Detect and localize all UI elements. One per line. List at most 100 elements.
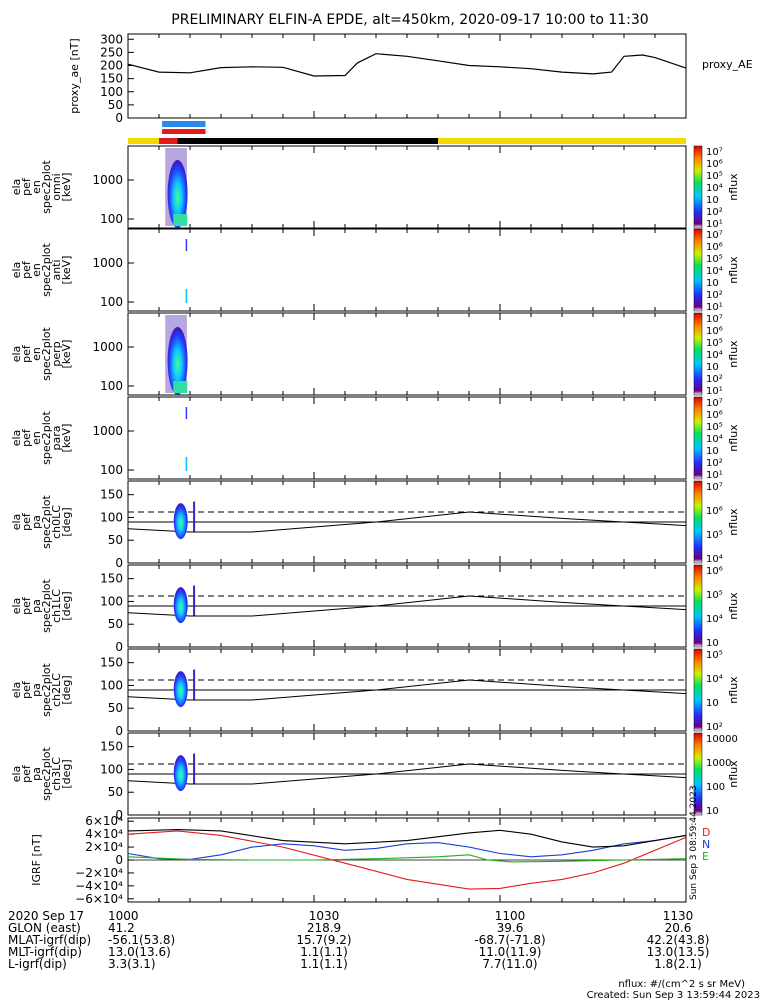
plot-title: PRELIMINARY ELFIN-A EPDE, alt=450km, 202… xyxy=(171,12,648,28)
pitch-angle-patch xyxy=(174,755,188,791)
footer-cell: L-igrf(dip) xyxy=(8,957,67,971)
colorbar-tick-label: 10⁷ xyxy=(706,230,723,241)
colorbar-tick-label: 10² xyxy=(706,458,723,469)
colorbar-tick-label: 10⁴ xyxy=(706,350,723,361)
spectrum-trace xyxy=(186,239,188,251)
colorbar-label: nflux xyxy=(727,340,740,368)
y-tick-label: 150 xyxy=(100,656,123,670)
legend-label: E xyxy=(702,850,709,863)
y-tick-label: 1000 xyxy=(92,256,123,270)
y-tick-label: 100 xyxy=(100,379,123,393)
y-tick-label: 100 xyxy=(100,762,123,776)
colorbar-label: nflux xyxy=(727,760,740,788)
series-label: proxy_AE xyxy=(702,58,753,71)
y-tick-label: 2×10⁴ xyxy=(85,840,123,854)
pitch-angle-patch xyxy=(174,671,188,707)
colorbar-tick-label: 10⁷ xyxy=(706,147,723,158)
science-zone-blue xyxy=(162,121,205,127)
y-tick-label: 50 xyxy=(108,533,123,547)
created-note: Created: Sun Sep 3 13:59:44 2023 xyxy=(587,990,760,1000)
pitch-angle-patch xyxy=(174,503,188,539)
units-note: nflux: #/(cm^2 s sr MeV) xyxy=(618,979,745,990)
y-axis-label: [deg] xyxy=(60,675,73,704)
spectrum-low-energy xyxy=(173,381,187,393)
colorbar-label: nflux xyxy=(727,676,740,704)
colorbar-label: nflux xyxy=(727,256,740,284)
y-axis-label: [keV] xyxy=(60,340,73,369)
y-tick-label: 1000 xyxy=(92,173,123,187)
y-tick-label: 0 xyxy=(115,853,123,867)
colorbar-tick-label: 10⁷ xyxy=(706,398,723,409)
y-tick-label: −4×10⁴ xyxy=(75,879,123,893)
colorbar-tick-label: 10⁵ xyxy=(706,590,723,601)
proxy-ae-frame xyxy=(128,34,686,118)
colorbar-tick-label: 10⁷ xyxy=(706,314,723,325)
colorbar-tick-label: 10⁳ xyxy=(706,362,719,373)
igrf-series-N xyxy=(128,835,686,859)
spectrogram-frame xyxy=(128,146,686,228)
colorbar-tick-label: 100 xyxy=(706,782,725,793)
colorbar-tick-label: 10⁶ xyxy=(706,410,723,421)
y-axis-label: [deg] xyxy=(60,507,73,536)
colorbar-tick-label: 10⁴ xyxy=(706,266,723,277)
colorbar-label: nflux xyxy=(727,424,740,452)
colorbar xyxy=(694,565,702,647)
y-tick-label: 4×10⁴ xyxy=(85,827,123,841)
colorbar-tick-label: 10⁴ xyxy=(706,674,723,685)
footer-cell: 1.8(2.1) xyxy=(654,957,702,971)
pitch-angle-trace xyxy=(193,670,195,700)
y-tick-label: 6×10⁴ xyxy=(85,814,123,828)
colorbar-tick-label: 10¹ xyxy=(706,302,723,313)
pitch-angle-trace xyxy=(193,502,195,532)
colorbar-tick-label: 10⁶ xyxy=(706,159,723,170)
colorbar xyxy=(694,481,702,563)
colorbar-label: nflux xyxy=(727,173,740,201)
generation-stamp: Sun Sep 3 08:59:44 2023 xyxy=(689,785,699,900)
spectrum-trace xyxy=(186,457,188,471)
colorbar-tick-label: 10² xyxy=(706,374,723,385)
colorbar-tick-label: 10¹ xyxy=(706,219,723,230)
spectrum-low-energy xyxy=(173,214,187,226)
y-tick-label: 100 xyxy=(100,594,123,608)
y-tick-label: 100 xyxy=(100,678,123,692)
spectrogram-frame xyxy=(128,229,686,311)
y-tick-label: 100 xyxy=(100,510,123,524)
y-axis-label: [deg] xyxy=(60,591,73,620)
colorbar-tick-label: 10⁶ xyxy=(706,242,723,253)
y-axis-label: [deg] xyxy=(60,759,73,788)
y-tick-label: 50 xyxy=(108,785,123,799)
y-axis-label: [keV] xyxy=(60,173,73,202)
colorbar-tick-label: 10¹ xyxy=(706,470,723,481)
y-tick-label: 100 xyxy=(100,295,123,309)
y-tick-label: 1000 xyxy=(92,340,123,354)
status-bar-red-tip xyxy=(159,138,178,144)
colorbar-tick-label: 10⁳ xyxy=(706,195,719,206)
colorbar-tick-label: 10⁳ xyxy=(706,698,719,709)
igrf-series-total xyxy=(128,830,686,848)
y-tick-label: −6×10⁴ xyxy=(75,892,123,906)
spectrogram-frame xyxy=(128,313,686,395)
footer-cell: 1.1(1.1) xyxy=(300,957,348,971)
science-zone-red xyxy=(162,129,205,134)
y-axis-label: [keV] xyxy=(60,424,73,453)
y-tick-label: 200 xyxy=(100,59,123,73)
y-tick-label: 100 xyxy=(100,463,123,477)
y-tick-label: 50 xyxy=(108,701,123,715)
y-tick-label: 150 xyxy=(100,572,123,586)
y-tick-label: 50 xyxy=(108,617,123,631)
y-tick-label: 1000 xyxy=(92,424,123,438)
colorbar-tick-label: 10⁶ xyxy=(706,326,723,337)
pitch-angle-patch xyxy=(174,587,188,623)
y-tick-label: 150 xyxy=(100,740,123,754)
colorbar-tick-label: 10⁵ xyxy=(706,422,723,433)
y-tick-label: 150 xyxy=(100,72,123,86)
footer-cell: 3.3(3.1) xyxy=(108,957,156,971)
colorbar-tick-label: 10⁵ xyxy=(706,171,723,182)
spectrogram-frame xyxy=(128,397,686,479)
colorbar-tick-label: 10² xyxy=(706,207,723,218)
y-tick-label: 100 xyxy=(100,85,123,99)
status-bar-black xyxy=(165,138,438,144)
colorbar-tick-label: 10⁳ xyxy=(706,278,719,289)
y-axis-label: [keV] xyxy=(60,256,73,285)
